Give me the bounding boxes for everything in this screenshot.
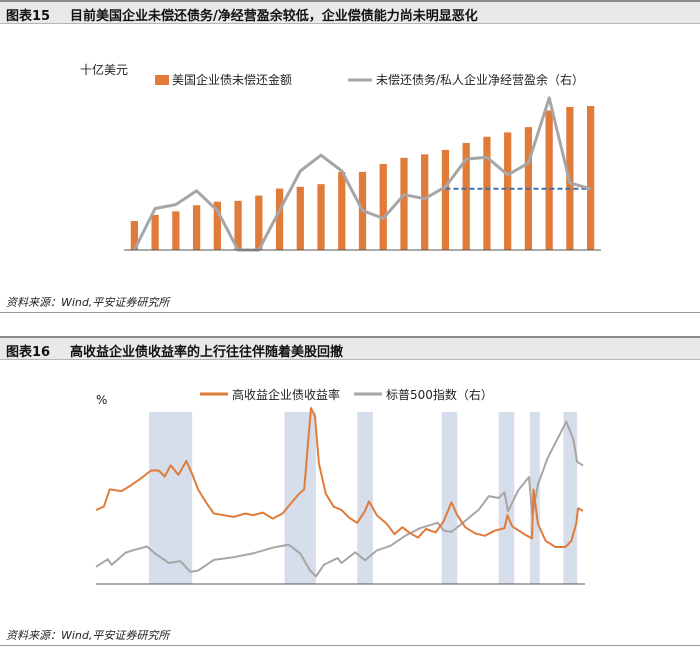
figure2-title: 高收益企业债收益率的上行往往伴随着美股回撤 [70, 345, 344, 360]
chart1-bars [130, 106, 595, 251]
chart1-bar [151, 214, 159, 250]
chart1-bar [338, 171, 346, 250]
figure1-title: 目前美国企业未偿还债务/净经营盈余较低，企业偿债能力尚未明显恶化 [70, 9, 478, 24]
chart2-shade-band [284, 412, 316, 584]
chart1-bar [441, 149, 450, 250]
figure2-source-rule [0, 645, 700, 646]
chart1-bar [483, 136, 491, 250]
figure1-header: 图表15 目前美国企业未偿还债务/净经营盈余较低，企业偿债能力尚未明显恶化 [0, 0, 700, 24]
chart1-bar [255, 195, 263, 250]
chart1-left-unit: 十亿美元 [80, 62, 128, 77]
chart2-shade-band [149, 412, 193, 584]
chart2-shade-band [563, 412, 578, 584]
chart1-bar [504, 132, 512, 250]
figure2-source: 资料来源：Wind,平安证券研究所 [6, 629, 170, 642]
chart1-bar [379, 163, 387, 250]
figure2-id: 图表16 [6, 345, 51, 360]
chart1-legend-bar-swatch [155, 75, 169, 85]
figure1-id: 图表15 [6, 9, 51, 24]
chart1-ratio-line [133, 96, 592, 252]
chart1-bar [172, 211, 180, 250]
chart1-bar [317, 184, 325, 250]
figure1-source: 资料来源：Wind,平安证券研究所 [6, 296, 170, 309]
chart1-bar [275, 188, 284, 250]
chart1-bar [545, 110, 553, 250]
chart2-lines [95, 407, 584, 578]
chart2-spx-series [95, 420, 584, 578]
chart2-yield-series [95, 407, 584, 548]
chart1-bar [421, 154, 429, 250]
chart1-bar [234, 200, 242, 250]
chart1: 十亿美元 美国企业债未偿还金额 未偿还债务/私人企业净经营盈余（右） [80, 62, 601, 252]
figure2-header: 图表16 高收益企业债收益率的上行往往伴随着美股回撤 [0, 336, 700, 360]
chart1-bar [462, 142, 470, 250]
chart2-legend-spx-label: 标普500指数（右） [386, 387, 493, 402]
chart2-shade-band [441, 412, 458, 584]
chart1-ratio-series [133, 96, 592, 252]
figure1-source-rule [0, 312, 700, 313]
chart1-legend-line-label: 未偿还债务/私人企业净经营盈余（右） [376, 72, 584, 87]
chart2-legend-yield-label: 高收益企业债收益率 [232, 387, 340, 402]
chart1-bar [400, 157, 408, 250]
chart2: 高收益企业债收益率 标普500指数（右） % [95, 387, 585, 585]
chart1-bar [213, 201, 221, 250]
chart1-bar [130, 221, 138, 250]
chart1-legend-bar-label: 美国企业债未偿还金额 [172, 72, 292, 87]
chart2-shade-band [357, 412, 373, 584]
chart1-bar [192, 205, 201, 250]
chart2-shaded-periods [149, 412, 578, 584]
chart2-left-unit: % [96, 393, 107, 407]
chart1-bar [296, 186, 304, 250]
chart1-bar [587, 106, 595, 251]
